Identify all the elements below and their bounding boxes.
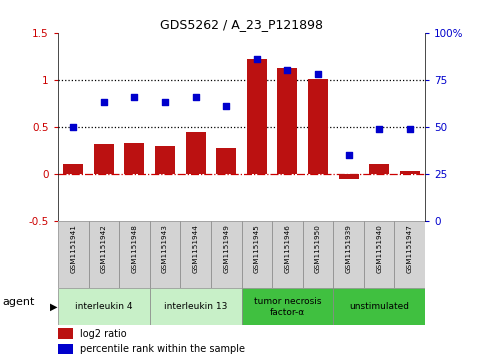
Bar bbox=[333, 221, 364, 289]
Bar bbox=[94, 144, 114, 174]
Bar bbox=[185, 132, 206, 174]
Text: GSM1151943: GSM1151943 bbox=[162, 224, 168, 273]
Title: GDS5262 / A_23_P121898: GDS5262 / A_23_P121898 bbox=[160, 19, 323, 32]
Bar bbox=[88, 221, 119, 289]
Bar bbox=[369, 164, 389, 174]
Point bbox=[130, 94, 138, 100]
Text: log2 ratio: log2 ratio bbox=[80, 329, 127, 339]
Bar bbox=[395, 221, 425, 289]
Point bbox=[161, 99, 169, 105]
Text: interleukin 4: interleukin 4 bbox=[75, 302, 133, 311]
Bar bbox=[155, 146, 175, 174]
Bar bbox=[211, 221, 242, 289]
Point bbox=[100, 99, 108, 105]
Point bbox=[222, 103, 230, 109]
Bar bbox=[216, 148, 236, 174]
Bar bbox=[58, 344, 72, 354]
Bar bbox=[247, 59, 267, 174]
Bar bbox=[63, 164, 83, 174]
Bar bbox=[272, 221, 303, 289]
Bar bbox=[333, 289, 425, 326]
Bar bbox=[339, 174, 358, 179]
Point bbox=[70, 124, 77, 130]
Bar bbox=[400, 171, 420, 174]
Bar bbox=[58, 221, 88, 289]
Point bbox=[375, 126, 383, 132]
Bar bbox=[242, 221, 272, 289]
Text: GSM1151946: GSM1151946 bbox=[284, 224, 290, 273]
Text: GSM1151948: GSM1151948 bbox=[131, 224, 138, 273]
Text: agent: agent bbox=[2, 297, 35, 307]
Bar bbox=[277, 69, 298, 174]
Text: GSM1151945: GSM1151945 bbox=[254, 224, 260, 273]
Bar bbox=[308, 79, 328, 174]
Text: unstimulated: unstimulated bbox=[349, 302, 409, 311]
Point bbox=[284, 68, 291, 73]
Bar bbox=[58, 289, 150, 326]
Text: GSM1151941: GSM1151941 bbox=[70, 224, 76, 273]
Bar bbox=[119, 221, 150, 289]
Text: percentile rank within the sample: percentile rank within the sample bbox=[80, 344, 245, 354]
Text: interleukin 13: interleukin 13 bbox=[164, 302, 227, 311]
Text: tumor necrosis
factor-α: tumor necrosis factor-α bbox=[254, 297, 321, 317]
Point bbox=[192, 94, 199, 100]
Bar bbox=[180, 221, 211, 289]
Bar bbox=[364, 221, 395, 289]
Text: GSM1151947: GSM1151947 bbox=[407, 224, 413, 273]
Text: GSM1151950: GSM1151950 bbox=[315, 224, 321, 273]
Text: GSM1151944: GSM1151944 bbox=[193, 224, 199, 273]
Bar bbox=[242, 289, 333, 326]
Bar bbox=[58, 329, 72, 339]
Point bbox=[314, 71, 322, 77]
Text: GSM1151940: GSM1151940 bbox=[376, 224, 382, 273]
Bar bbox=[125, 143, 144, 174]
Bar bbox=[150, 289, 242, 326]
Text: ▶: ▶ bbox=[50, 302, 58, 312]
Text: GSM1151939: GSM1151939 bbox=[345, 224, 352, 273]
Point bbox=[253, 56, 261, 62]
Point bbox=[345, 152, 353, 158]
Bar bbox=[150, 221, 180, 289]
Text: GSM1151949: GSM1151949 bbox=[223, 224, 229, 273]
Text: GSM1151942: GSM1151942 bbox=[101, 224, 107, 273]
Bar bbox=[303, 221, 333, 289]
Point bbox=[406, 126, 413, 132]
